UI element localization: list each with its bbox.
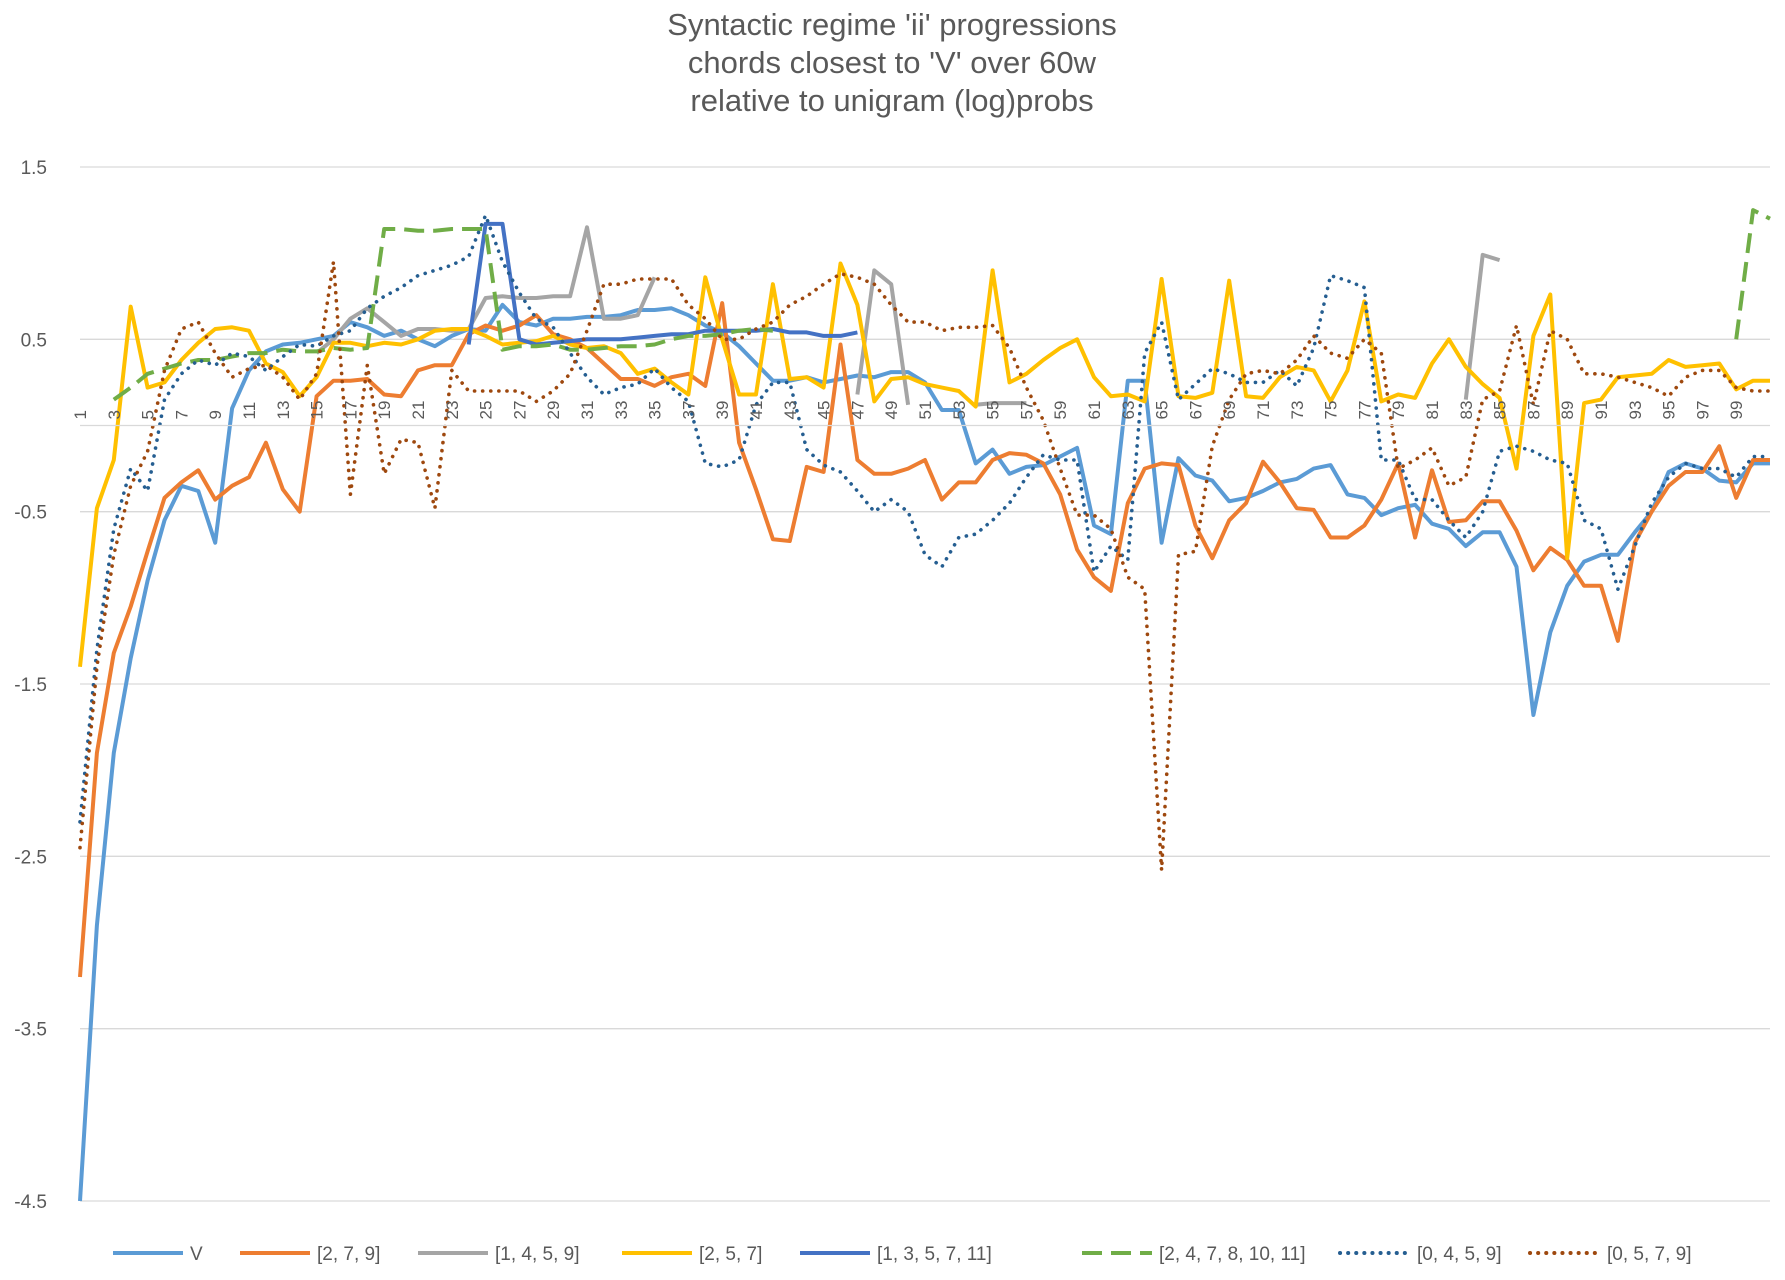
- chart-title-line: Syntactic regime 'ii' progressions: [667, 7, 1116, 42]
- y-tick-label: 1.5: [21, 158, 47, 179]
- x-tick-label: 87: [1524, 401, 1543, 420]
- series-line: [78, 261, 1770, 668]
- chart-title-line: chords closest to 'V' over 60w: [688, 45, 1097, 80]
- legend-label: V: [190, 1244, 203, 1265]
- x-tick-label: 37: [679, 401, 698, 420]
- series-line: [466, 221, 858, 347]
- x-tick-label: 93: [1626, 401, 1645, 420]
- x-tick-label: 81: [1423, 401, 1442, 420]
- x-tick-label: 89: [1558, 401, 1577, 420]
- x-tick-label: 69: [1220, 401, 1239, 420]
- x-tick-label: 51: [916, 401, 935, 420]
- series-lines: [78, 208, 1772, 1202]
- x-tick-label: 35: [646, 401, 665, 420]
- x-tick-label: 27: [510, 401, 529, 420]
- x-tick-label: 65: [1153, 401, 1172, 420]
- x-tick-label: 95: [1660, 401, 1679, 420]
- x-tick-label: 23: [443, 401, 462, 420]
- x-tick-label: 33: [612, 401, 631, 420]
- y-tick-label: -2.5: [14, 847, 47, 868]
- x-tick-label: 75: [1322, 401, 1341, 420]
- x-tick-label: 19: [375, 401, 394, 420]
- x-tick-label: 57: [1017, 401, 1036, 420]
- x-tick-label: 61: [1085, 401, 1104, 420]
- chart-title: Syntactic regime 'ii' progressionschords…: [667, 7, 1116, 118]
- x-tick-label: 67: [1186, 401, 1205, 420]
- legend-label: [2, 7, 9]: [317, 1244, 380, 1265]
- legend-label: [0, 4, 5, 9]: [1417, 1244, 1502, 1265]
- x-tick-label: 97: [1693, 401, 1712, 420]
- series-line: [78, 301, 1770, 978]
- x-tick-label: 55: [984, 401, 1003, 420]
- x-tick-label: 83: [1457, 401, 1476, 420]
- x-tick-label: 53: [950, 401, 969, 420]
- series-line: [315, 225, 1501, 407]
- x-tick-label: 45: [815, 401, 834, 420]
- x-tick-label: 15: [308, 401, 327, 420]
- x-tick-label: 99: [1727, 401, 1746, 420]
- y-tick-label: -1.5: [14, 675, 47, 696]
- x-tick-label: 59: [1051, 401, 1070, 420]
- x-tick-label: 63: [1119, 401, 1138, 420]
- y-axis-tick-labels: 1.5 0.5 -0.5 -1.5 -2.5 -3.5 -4.5: [14, 158, 47, 1213]
- x-tick-label: 43: [781, 401, 800, 420]
- x-tick-label: 85: [1491, 401, 1510, 420]
- legend-label: [1, 4, 5, 9]: [495, 1244, 580, 1265]
- x-tick-label: 3: [105, 410, 124, 419]
- x-tick-label: 39: [713, 401, 732, 420]
- y-tick-label: -4.5: [14, 1192, 47, 1213]
- x-tick-label: 9: [206, 410, 225, 419]
- legend-label: [0, 5, 7, 9]: [1607, 1244, 1692, 1265]
- x-tick-label: 25: [477, 401, 496, 420]
- x-tick-label: 1: [71, 410, 90, 419]
- legend-label: [2, 5, 7]: [699, 1244, 762, 1265]
- x-tick-label: 77: [1355, 401, 1374, 420]
- x-tick-label: 17: [341, 401, 360, 420]
- gridlines: [80, 166, 1770, 1202]
- y-tick-label: -0.5: [14, 503, 47, 524]
- legend-label: [1, 3, 5, 7, 11]: [877, 1244, 992, 1265]
- x-tick-label: 29: [544, 401, 563, 420]
- x-axis-tick-labels: 1 3 5 7 9 11 13 15 17 19 21 23 25 27 29 31 33 35 37 39 41 43 4…: [71, 401, 1746, 420]
- x-tick-label: 47: [848, 401, 867, 420]
- x-tick-label: 11: [240, 402, 259, 420]
- x-tick-label: 71: [1254, 401, 1273, 420]
- x-tick-label: 79: [1389, 401, 1408, 420]
- y-tick-label: 0.5: [21, 330, 47, 351]
- x-tick-label: 41: [747, 401, 766, 420]
- legend-label: [2, 4, 7, 8, 10, 11]: [1159, 1244, 1305, 1265]
- x-tick-label: 7: [172, 410, 191, 419]
- x-tick-label: 73: [1288, 401, 1307, 420]
- x-tick-label: 31: [578, 401, 597, 420]
- x-tick-label: 5: [139, 410, 158, 419]
- chart-title-line: relative to unigram (log)probs: [690, 83, 1093, 118]
- x-tick-label: 21: [409, 401, 428, 420]
- x-tick-label: 49: [882, 401, 901, 420]
- y-tick-label: -3.5: [14, 1020, 47, 1041]
- legend: V [2, 7, 9] [1, 4, 5, 9] [2, 5, 7] [1, 3, 5,…: [113, 1244, 1692, 1265]
- x-tick-label: 91: [1592, 401, 1611, 420]
- x-tick-label: 13: [274, 401, 293, 420]
